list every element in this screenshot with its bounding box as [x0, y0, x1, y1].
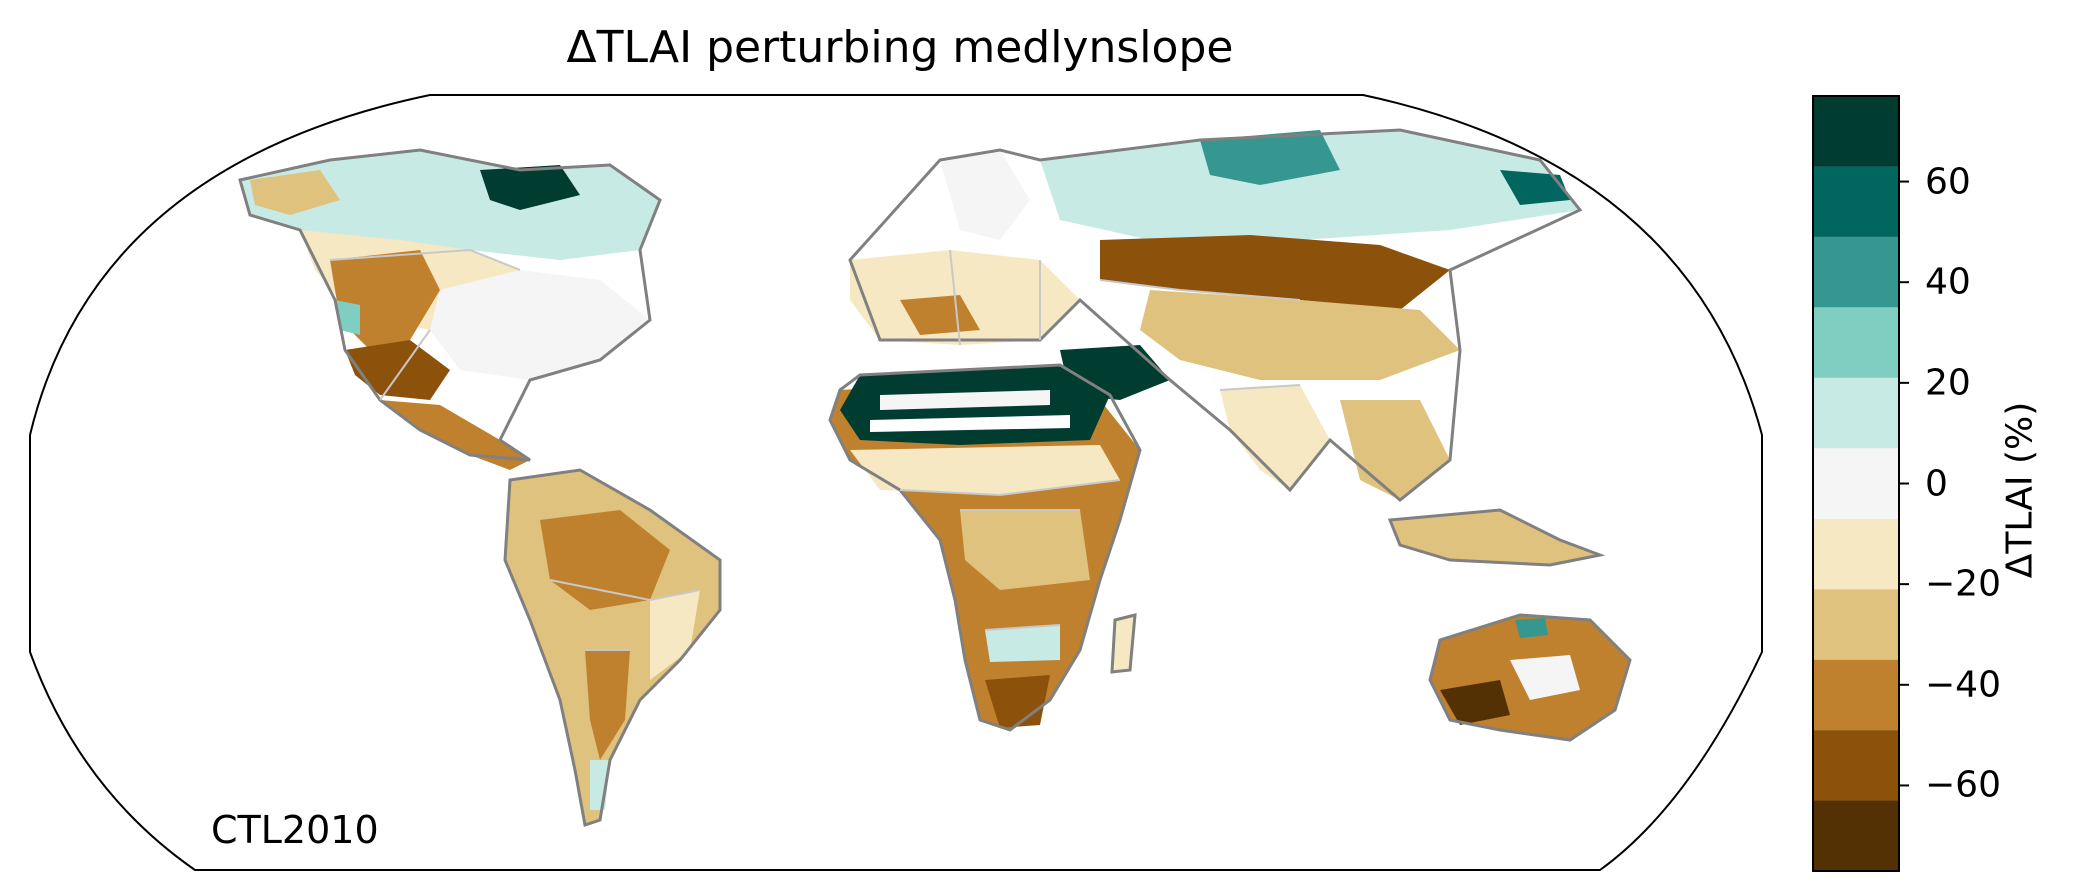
india-fill [1220, 385, 1330, 490]
colorbar-bin-8 [1813, 236, 1899, 308]
colorbar-ticks [1899, 180, 1909, 787]
na-east-fill [430, 270, 650, 380]
colorbar [1813, 96, 1899, 871]
colorbar-bin-5 [1813, 448, 1899, 519]
colorbar-tick-label: −60 [1925, 764, 2001, 806]
country-borders [329, 248, 1301, 651]
australia-teal-fill [1515, 618, 1548, 638]
africa-region [830, 365, 1140, 730]
sa-south-fill [585, 650, 630, 760]
na-west-fill [330, 250, 440, 350]
mideast-dark-fill [1060, 345, 1170, 400]
map-title: ΔTLAI perturbing medlynslope [566, 22, 1234, 73]
siberia-dark-teal-fill [1200, 130, 1340, 185]
madagascar-fill [1112, 615, 1135, 672]
europe-region [850, 150, 1080, 345]
central-asia-brown-fill [1100, 235, 1450, 310]
sahara-white-band-1 [880, 390, 1050, 410]
southern-africa-teal-fill [985, 625, 1060, 662]
colorbar-tick-label: −40 [1925, 664, 2001, 706]
colorbar-bin-6 [1813, 377, 1899, 449]
colorbar-label: ΔTLAI (%) [1999, 401, 2041, 579]
central-africa-fill [960, 510, 1090, 590]
asia-tan-fill [1140, 290, 1460, 380]
colorbar-tick-label: 40 [1925, 261, 1971, 303]
indonesia-fill [1390, 510, 1600, 565]
australia-white-fill [1510, 655, 1580, 700]
map-data-layer [238, 128, 1632, 827]
colorbar-bin-1 [1813, 730, 1899, 801]
colorbar-bin-0 [1813, 800, 1899, 871]
south-america-region [505, 470, 720, 825]
australia-region [1430, 615, 1630, 740]
colorbar-tick-label: 60 [1925, 161, 1971, 203]
coastlines [238, 128, 1632, 827]
colorbar-tick-label: −20 [1925, 563, 2001, 605]
colorbar-bin-7 [1813, 307, 1899, 378]
siberia-teal-fill [1040, 130, 1580, 240]
australia-dark-fill [1440, 680, 1510, 725]
europe-brown-patch [900, 295, 980, 335]
sahara-white-band-2 [870, 415, 1070, 432]
north-america-region [240, 150, 660, 470]
experiment-label: CTL2010 [211, 808, 379, 852]
colorbar-tick-label: 20 [1925, 362, 1971, 404]
sa-east-fill [650, 590, 700, 680]
far-east-dark-fill [1500, 170, 1570, 205]
scandinavia-fill [940, 150, 1030, 240]
asia-region [1040, 130, 1600, 565]
na-alaska-fill [250, 170, 340, 215]
colorbar-bin-3 [1813, 589, 1899, 660]
colorbar-bin-10 [1813, 96, 1899, 167]
europe-tan-fill [850, 250, 1080, 345]
colorbar-bin-9 [1813, 166, 1899, 237]
southern-africa-dark-fill [985, 675, 1050, 728]
colorbar-tick-label: 0 [1925, 463, 1948, 504]
map-frame [29, 94, 1763, 871]
central-america-fill [380, 400, 530, 470]
sahel-fill [850, 445, 1120, 495]
se-asia-fill [1340, 400, 1450, 500]
colorbar-bin-4 [1813, 518, 1899, 590]
colorbar-bin-2 [1813, 659, 1899, 731]
na-arctic-dark-fill [480, 165, 580, 210]
